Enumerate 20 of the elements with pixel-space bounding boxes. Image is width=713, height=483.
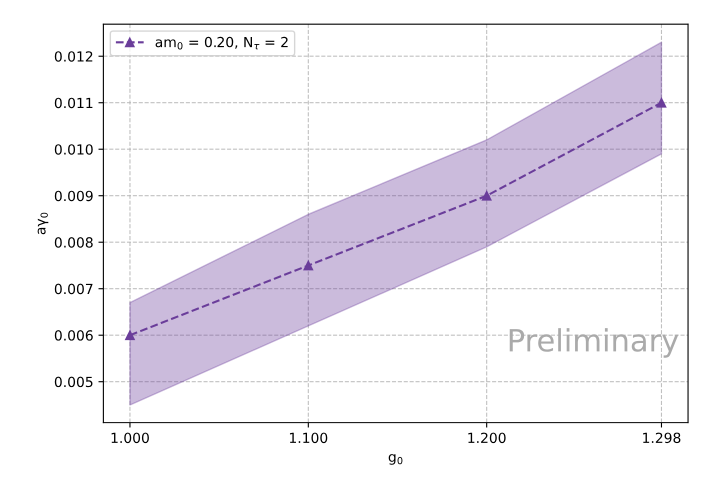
y-tick-label: 0.009: [54, 190, 93, 202]
point: [303, 260, 314, 270]
annotation: Preliminary: [510, 328, 678, 358]
legend-label: am$_{0}$ = 0.20, N$_{τ}$ = 2: [156, 36, 288, 50]
y-tick-label: 0.008: [54, 237, 93, 248]
y-tick-label: 0.011: [54, 98, 92, 108]
x-tick-label: 1.000: [112, 432, 149, 444]
y-tick-label: 0.006: [54, 330, 93, 341]
point: [125, 330, 135, 340]
y-axis-title: aγ$_{0}$: [38, 212, 48, 234]
x-tick-label: 1.298: [643, 432, 680, 444]
y-tick-label: 0.007: [54, 284, 92, 294]
y-tick-label: 0.010: [54, 144, 93, 155]
x-tick-label: 1.200: [468, 432, 506, 444]
point: [482, 190, 492, 201]
x-tick-label: 1.100: [290, 432, 328, 444]
x-axis-title: g$_{0}$: [388, 454, 402, 465]
y-tick-label: 0.005: [54, 376, 92, 388]
y-tick-label: 0.012: [54, 51, 92, 62]
point: [656, 98, 666, 108]
